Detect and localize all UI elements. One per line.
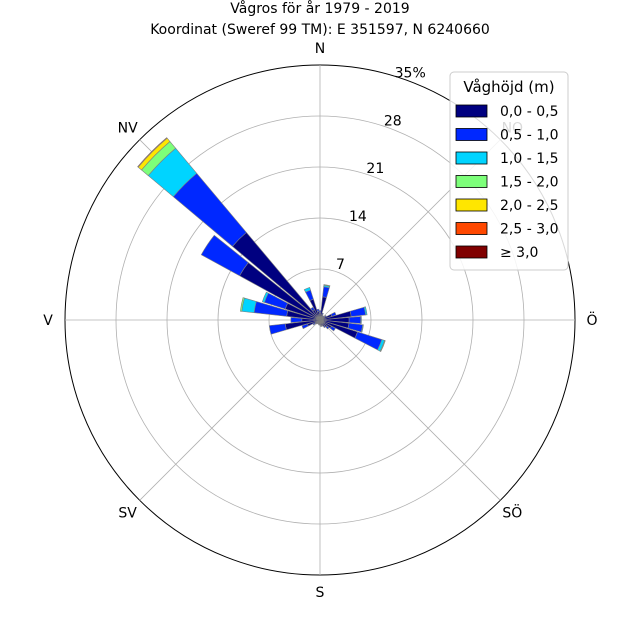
- legend-swatch: [455, 222, 488, 235]
- rose-bar-segment: [268, 323, 287, 335]
- direction-label: N: [315, 41, 325, 57]
- legend-swatch: [455, 198, 488, 212]
- rose-bar-segment: [310, 306, 315, 312]
- rose-bar-segment: [290, 317, 303, 323]
- legend-label: 0,5 - 1,0: [500, 128, 558, 144]
- direction-label: S: [316, 585, 325, 601]
- rose-bar-segment: [325, 325, 330, 330]
- rose-bar-segment: [323, 325, 326, 329]
- radial-tick-label: 21: [366, 161, 384, 177]
- rose-bar-segment: [301, 323, 309, 330]
- legend-swatch: [455, 151, 488, 165]
- legend-swatch: [455, 245, 488, 259]
- rose-bar-segment: [320, 325, 323, 327]
- legend-swatch: [455, 175, 488, 188]
- legend-label: 2,0 - 2,5: [500, 198, 558, 214]
- radial-tick-labels: 7 14 21 28 35%: [336, 65, 426, 273]
- rose-bar-segment: [379, 340, 386, 352]
- radial-tick-label: 28: [384, 113, 402, 129]
- legend-box: [449, 71, 569, 271]
- rose-bar-segment: [349, 306, 366, 317]
- direction-label: SÖ: [502, 503, 522, 521]
- legend-label: 1,0 - 1,5: [500, 151, 558, 167]
- rose-bar-segment: [360, 316, 362, 324]
- rose-bar-segment: [137, 137, 168, 168]
- rose-bar-segment: [322, 286, 330, 298]
- legend: Våghöjd (m) 0,0 - 0,5 0,5 - 1,0 1,0 - 1,5 1…: [449, 71, 569, 271]
- legend-entries: 0,0 - 0,5 0,5 - 1,0 1,0 - 1,5 1,5 - 2,0 2,0 …: [455, 104, 558, 261]
- radial-tick-label: 14: [349, 209, 367, 225]
- direction-label: SV: [118, 505, 137, 521]
- legend-label: 1,5 - 2,0: [500, 175, 558, 191]
- rose-bar-segment: [316, 308, 320, 312]
- chart-title: Vågros för år 1979 - 2019: [230, 0, 409, 17]
- grid-spoke: [319, 319, 501, 501]
- grid-spoke: [139, 319, 321, 501]
- rose-bar-segment: [240, 297, 245, 312]
- rose-bar-segment: [363, 306, 368, 316]
- legend-swatch: [455, 104, 488, 118]
- direction-label: NV: [118, 121, 138, 137]
- rose-bar-segment: [321, 312, 324, 316]
- rose-bar-segment: [329, 325, 336, 332]
- direction-label: V: [43, 313, 53, 329]
- legend-swatch: [455, 128, 488, 141]
- rose-bar-segment: [360, 324, 364, 333]
- legend-title: Våghöjd (m): [463, 78, 554, 96]
- legend-label: ≥ 3,0: [500, 245, 538, 261]
- rose-bar-segment: [348, 316, 362, 324]
- chart-subtitle: Koordinat (Sweref 99 TM): E 351597, N 62…: [150, 22, 490, 38]
- rose-bars: [137, 137, 386, 352]
- radial-tick-label: 7: [336, 257, 345, 273]
- radial-tick-label: 35%: [395, 65, 426, 81]
- rose-bar-segment: [303, 286, 311, 293]
- rose-bar-segment: [323, 284, 331, 287]
- rose-bar-segment: [261, 291, 269, 303]
- legend-label: 2,5 - 3,0: [500, 222, 558, 238]
- legend-label: 0,0 - 0,5: [500, 104, 558, 120]
- rose-bar-segment: [330, 311, 337, 317]
- rose-bar-segment: [200, 234, 249, 277]
- direction-label: Ö: [586, 311, 597, 329]
- rose-bar-segment: [354, 331, 383, 351]
